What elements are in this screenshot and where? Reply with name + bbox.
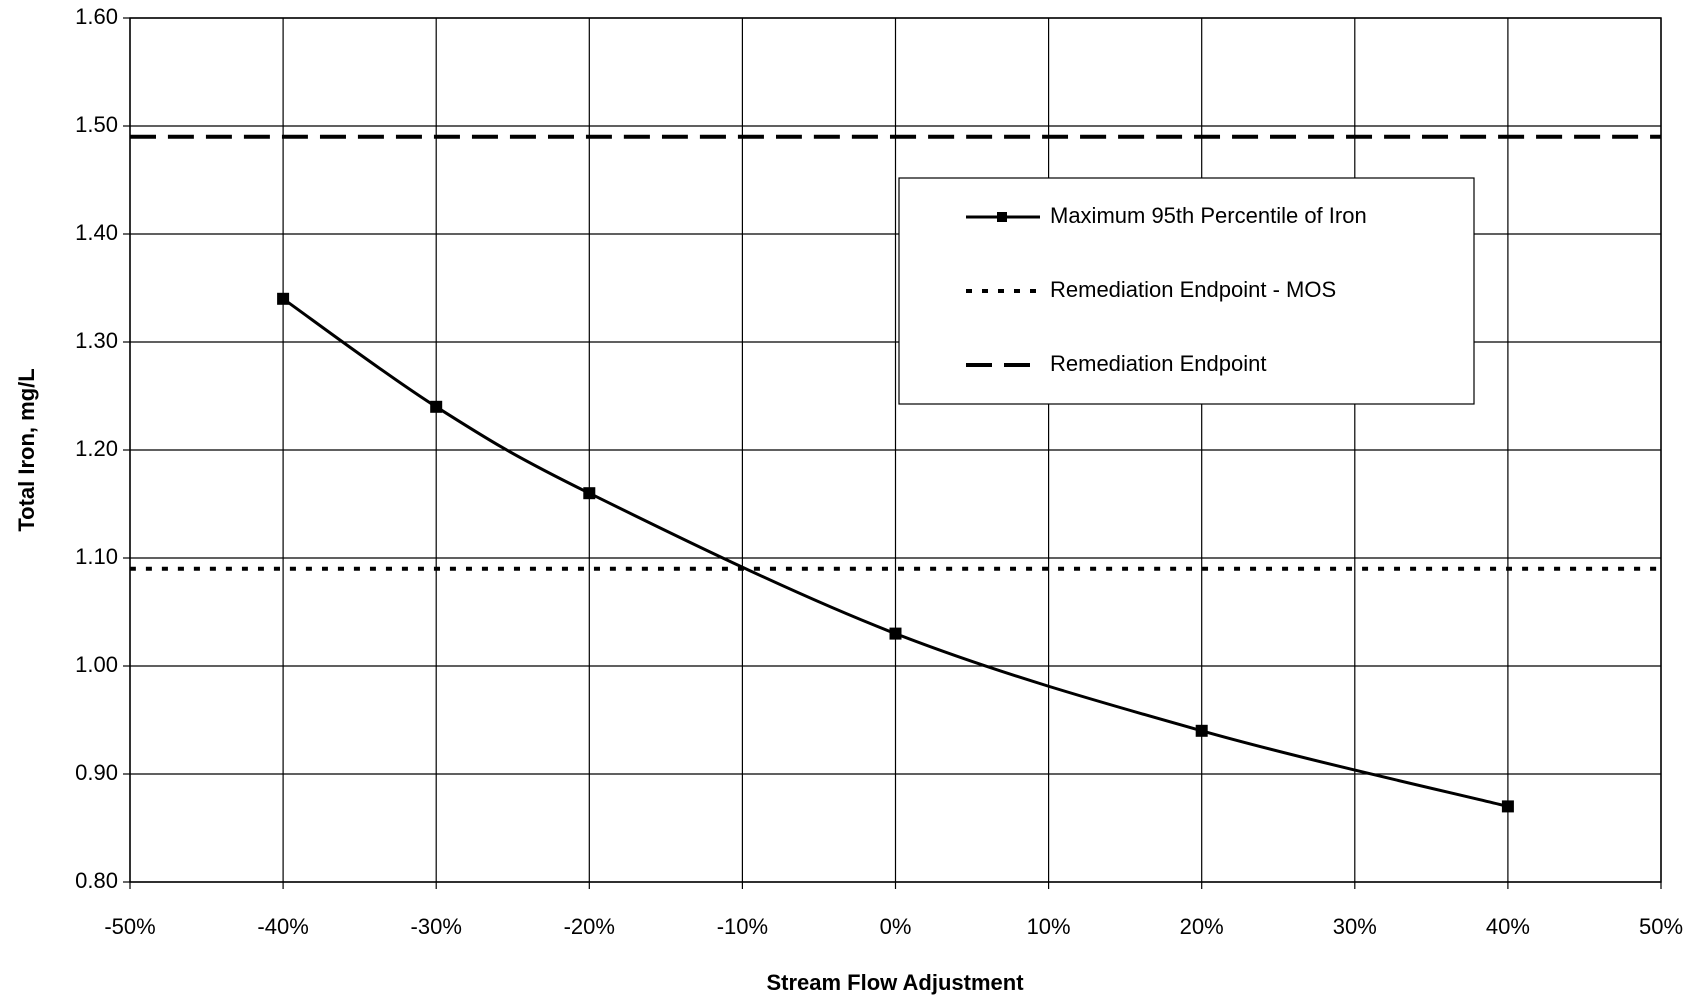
legend-marker xyxy=(997,212,1007,222)
y-tick-label: 1.20 xyxy=(75,436,118,461)
y-axis-title: Total Iron, mg/L xyxy=(14,368,39,531)
x-tick-label: 50% xyxy=(1639,914,1683,939)
data-marker xyxy=(583,487,596,500)
legend-label: Maximum 95th Percentile of Iron xyxy=(1050,203,1367,228)
data-marker xyxy=(1501,800,1514,813)
y-tick-label: 1.60 xyxy=(75,4,118,29)
x-tick-label: -20% xyxy=(564,914,615,939)
x-axis-title: Stream Flow Adjustment xyxy=(766,970,1024,995)
x-tick-label: 40% xyxy=(1486,914,1530,939)
legend-label: Remediation Endpoint xyxy=(1050,351,1266,376)
x-tick-label: -10% xyxy=(717,914,768,939)
y-tick-label: 1.30 xyxy=(75,328,118,353)
y-tick-label: 1.00 xyxy=(75,652,118,677)
y-tick-label: 1.10 xyxy=(75,544,118,569)
data-marker xyxy=(277,292,290,305)
x-tick-label: 10% xyxy=(1027,914,1071,939)
x-tick-label: 20% xyxy=(1180,914,1224,939)
data-marker xyxy=(889,627,902,640)
legend-label: Remediation Endpoint - MOS xyxy=(1050,277,1336,302)
x-tick-label: -30% xyxy=(411,914,462,939)
plot-frame xyxy=(129,17,1662,883)
y-tick-label: 1.50 xyxy=(75,112,118,137)
y-tick-label: 0.90 xyxy=(75,760,118,785)
y-tick-label: 1.40 xyxy=(75,220,118,245)
x-tick-label: -40% xyxy=(257,914,308,939)
data-marker xyxy=(1195,724,1208,737)
data-marker xyxy=(430,400,443,413)
x-tick-label: -50% xyxy=(104,914,155,939)
x-tick-label: 30% xyxy=(1333,914,1377,939)
x-tick-label: 0% xyxy=(880,914,912,939)
y-tick-label: 0.80 xyxy=(75,868,118,893)
